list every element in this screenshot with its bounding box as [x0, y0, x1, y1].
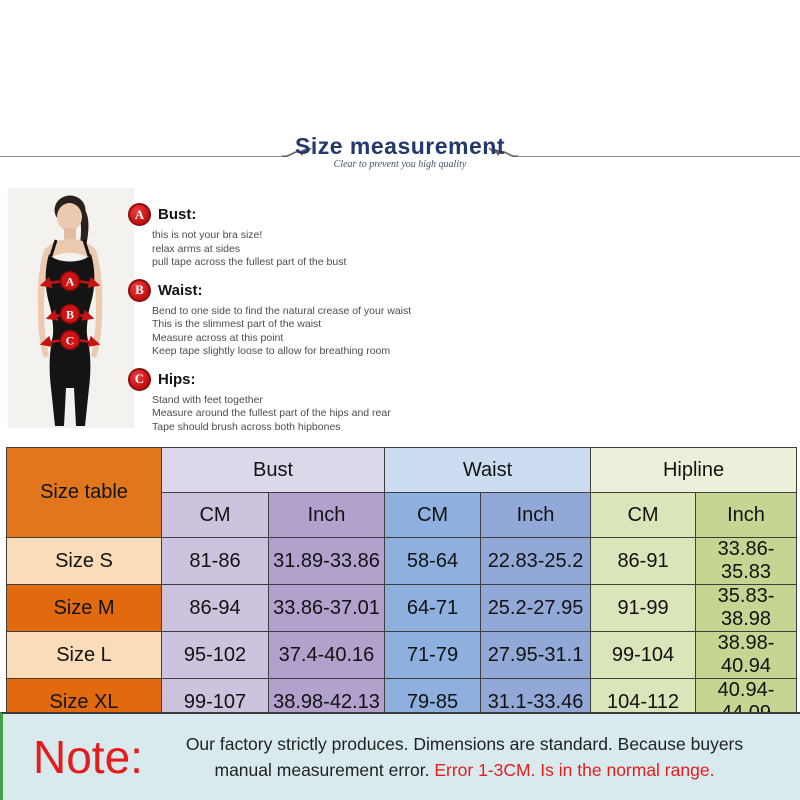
- waist-heading: Waist:: [158, 281, 203, 299]
- svg-text:C: C: [66, 334, 75, 348]
- flourish-swash-right: [488, 147, 518, 158]
- cell: 91-99: [590, 584, 697, 632]
- divider-rule-left: [0, 156, 284, 157]
- cell: 99-104: [590, 631, 697, 679]
- note-banner: Note: Our factory strictly produces. Dim…: [0, 712, 800, 800]
- bust-group-header: Bust: [161, 447, 385, 493]
- waist-instructions: B Waist: Bend to one side to find the na…: [128, 278, 438, 359]
- letter-a-badge-icon: A: [128, 203, 151, 226]
- model-figure: [37, 195, 103, 426]
- letter-c-badge-icon: C: [128, 367, 151, 391]
- svg-text:B: B: [66, 308, 74, 322]
- cell: 37.4-40.16: [268, 631, 385, 679]
- instruction-line: relax arms at sides: [152, 242, 241, 255]
- size-table: Size table Bust Waist Hipline CM Inch CM…: [6, 447, 798, 726]
- row-label: Size M: [6, 584, 162, 632]
- bust-instructions: A Bust: this is not your bra size! relax…: [128, 203, 438, 270]
- divider-rule-right: [516, 156, 800, 157]
- flourish-swash-left: [282, 147, 312, 158]
- instruction-line: Stand with feet together: [152, 393, 263, 406]
- group-header-row: Size table Bust Waist Hipline: [6, 447, 798, 538]
- unit-header: Inch: [268, 492, 385, 538]
- page-title: Size measurement: [295, 133, 505, 159]
- cell: 86-91: [590, 537, 697, 585]
- waist-arrow: B: [45, 303, 95, 325]
- instruction-line: This is the slimmest part of the waist: [152, 318, 322, 330]
- cell: 95-102: [161, 631, 269, 679]
- instruction-line: Measure around the fullest part of the h…: [152, 407, 391, 419]
- hips-arrow: C: [39, 329, 101, 351]
- letter-b-badge-icon: B: [128, 278, 151, 302]
- cell: 25.2-27.95: [479, 584, 592, 632]
- table-row-size-l: Size L 95-102 37.4-40.16 71-79 27.95-31.…: [6, 631, 798, 679]
- bust-arrow: A: [39, 270, 101, 292]
- cell: 33.86-37.01: [268, 584, 385, 632]
- cell: 38.98-40.94: [695, 631, 798, 679]
- hips-heading: Hips:: [158, 370, 196, 388]
- note-black-line2: manual measurement error.: [214, 760, 435, 780]
- note-red-text: Error 1-3CM. Is in the normal range.: [434, 760, 715, 780]
- note-label: Note:: [33, 731, 143, 783]
- instruction-line: this is not your bra size!: [152, 229, 263, 241]
- instruction-line: Bend to one side to find the natural cre…: [152, 304, 412, 317]
- cell: 81-86: [161, 537, 269, 585]
- hipline-group-header: Hipline: [590, 447, 798, 493]
- cell: 35.83-38.98: [695, 584, 798, 632]
- hips-instructions: C Hips: Stand with feet together Measure…: [128, 367, 438, 435]
- cell: 86-94: [161, 584, 269, 632]
- cell: 31.89-33.86: [268, 537, 385, 585]
- table-row-size-m: Size M 86-94 33.86-37.01 64-71 25.2-27.9…: [6, 584, 798, 632]
- size-table-corner-label: Size table: [6, 447, 162, 538]
- instruction-line: Measure across at this point: [152, 331, 284, 344]
- measuring-instructions: A Bust: this is not your bra size! relax…: [128, 203, 438, 443]
- note-black-line1: Our factory strictly produces. Dimension…: [185, 734, 744, 754]
- row-label: Size S: [6, 537, 162, 585]
- unit-header: Inch: [695, 492, 798, 538]
- cell: 58-64: [384, 537, 481, 585]
- cell: 22.83-25.2: [479, 537, 592, 585]
- unit-header: CM: [161, 492, 269, 538]
- page-subtitle: Clear to prevent you high quality: [333, 159, 467, 170]
- cell: 64-71: [384, 584, 481, 632]
- row-label: Size L: [6, 631, 162, 679]
- unit-header: CM: [384, 492, 481, 538]
- bust-heading: Bust:: [158, 206, 197, 223]
- table-row-size-s: Size S 81-86 31.89-33.86 58-64 22.83-25.…: [6, 537, 798, 585]
- unit-header: CM: [590, 492, 697, 538]
- svg-text:A: A: [66, 275, 75, 289]
- model-photo: A B C: [8, 188, 134, 428]
- unit-header: Inch: [479, 492, 592, 538]
- instruction-line: Keep tape slightly loose to allow for br…: [152, 345, 391, 357]
- instruction-line: Tape should brush across both hipbones: [152, 420, 341, 433]
- note-text: Our factory strictly produces. Dimension…: [153, 731, 776, 783]
- waist-group-header: Waist: [383, 447, 592, 493]
- cell: 27.95-31.1: [479, 631, 592, 679]
- cell: 71-79: [384, 631, 481, 679]
- cell: 33.86-35.83: [695, 537, 798, 585]
- instruction-line: pull tape across the fullest part of the…: [152, 256, 347, 268]
